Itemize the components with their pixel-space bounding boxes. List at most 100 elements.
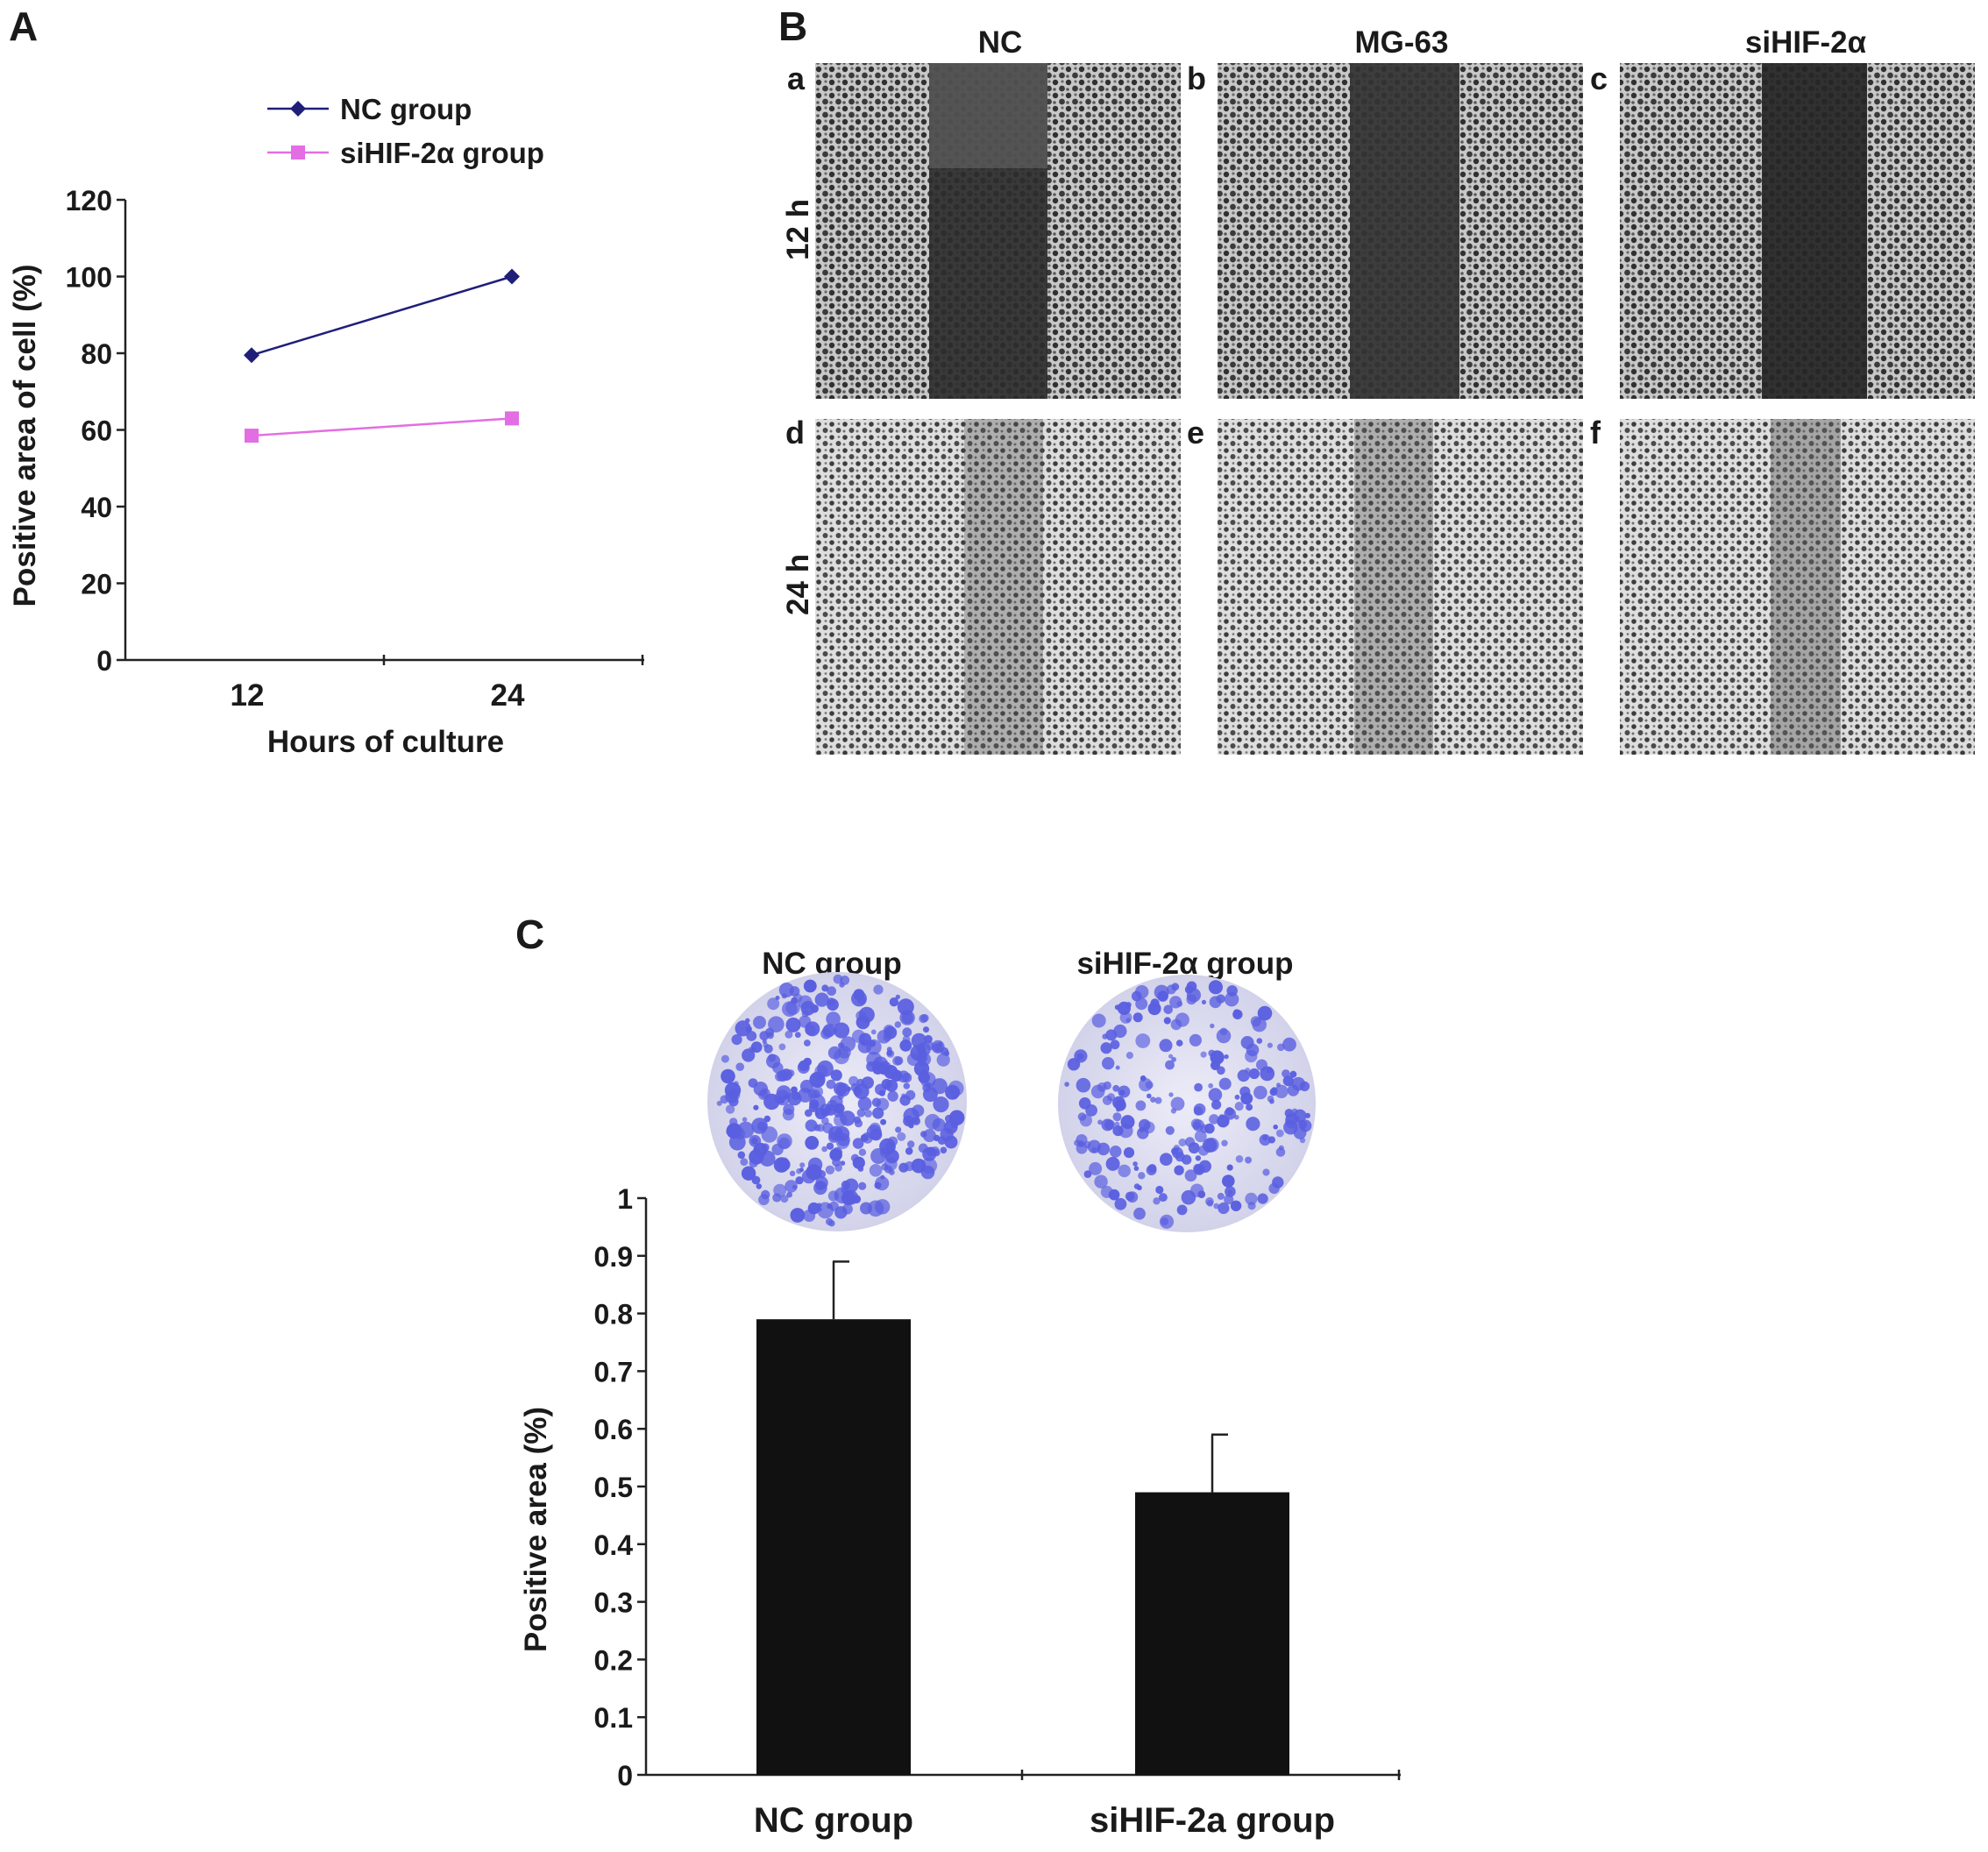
- data-point: [504, 268, 520, 285]
- colony: [881, 1078, 892, 1089]
- colony: [823, 1023, 836, 1037]
- colony: [905, 1118, 912, 1126]
- colony: [877, 1030, 891, 1044]
- colony: [858, 1148, 867, 1156]
- column-label-nc: NC: [978, 25, 1023, 60]
- colony: [1201, 999, 1207, 1004]
- colony: [906, 1053, 920, 1066]
- micrograph-d: [815, 419, 1181, 755]
- colony: [716, 1100, 722, 1106]
- colony: [1274, 1084, 1289, 1099]
- colony: [1200, 1051, 1207, 1058]
- colony: [777, 1137, 791, 1150]
- colony: [1087, 1139, 1102, 1153]
- colony: [1114, 1121, 1120, 1127]
- colony: [875, 1176, 890, 1191]
- colony: [776, 1085, 792, 1100]
- colony: [805, 1136, 820, 1150]
- x-tick-label: 24: [491, 678, 525, 713]
- colony: [767, 997, 780, 1011]
- colony: [753, 1082, 768, 1096]
- colony: [886, 1049, 893, 1056]
- colony: [1197, 1190, 1206, 1198]
- y-tick-label: 0.8: [594, 1299, 633, 1330]
- colony: [1225, 1186, 1236, 1197]
- colony: [1240, 1092, 1253, 1105]
- colony: [933, 1149, 941, 1157]
- colony: [857, 1096, 872, 1111]
- colony: [1112, 1084, 1120, 1092]
- colony: [1234, 1102, 1244, 1111]
- colony: [731, 1034, 742, 1046]
- colony: [880, 1147, 891, 1158]
- colony: [805, 1119, 818, 1132]
- colony: [1184, 985, 1194, 994]
- colony: [1289, 1070, 1297, 1078]
- colony: [1245, 1049, 1258, 1063]
- colony: [1100, 1042, 1112, 1054]
- colony: [1273, 1125, 1278, 1130]
- colony: [1097, 1082, 1107, 1092]
- y-tick-label: 0.2: [594, 1644, 633, 1676]
- colony: [1202, 1138, 1218, 1153]
- colony: [894, 1021, 902, 1028]
- colony: [826, 1011, 841, 1026]
- colony: [1139, 1126, 1145, 1132]
- colony: [907, 1140, 915, 1148]
- colony: [844, 1178, 859, 1193]
- colony: [725, 1104, 735, 1114]
- colony: [945, 1084, 961, 1100]
- colony: [1275, 1129, 1284, 1138]
- colony: [1195, 1155, 1202, 1161]
- series-line-2: [251, 417, 513, 437]
- colony: [750, 1041, 763, 1054]
- colony: [895, 994, 900, 1000]
- colony: [821, 1146, 827, 1153]
- colony: [1163, 1004, 1173, 1015]
- colony: [1158, 1193, 1168, 1203]
- colony: [854, 1119, 863, 1128]
- colony: [1208, 980, 1223, 995]
- colony: [1163, 1017, 1171, 1025]
- colony: [1282, 1075, 1294, 1087]
- colony: [1160, 1153, 1173, 1166]
- colony: [840, 1160, 846, 1166]
- colony: [780, 1195, 789, 1203]
- colony: [813, 1181, 827, 1196]
- colony: [1245, 1156, 1253, 1164]
- colony: [1211, 1061, 1220, 1070]
- colony: [1188, 1142, 1200, 1154]
- colony: [1230, 1200, 1242, 1212]
- colony: [1189, 1033, 1202, 1047]
- colony: [778, 1043, 786, 1051]
- data-point: [244, 347, 259, 364]
- colony: [751, 1137, 758, 1145]
- colony: [852, 1138, 864, 1149]
- colony: [1102, 1057, 1115, 1070]
- colony: [1232, 1009, 1242, 1018]
- y-axis-label: Positive area of cell (%): [8, 265, 42, 607]
- colony: [806, 1164, 822, 1181]
- colony: [772, 1062, 784, 1074]
- colony: [1293, 1109, 1307, 1123]
- colony: [841, 1190, 856, 1206]
- colony: [1256, 1038, 1263, 1044]
- colony: [827, 986, 836, 997]
- micrograph-e: [1218, 419, 1583, 755]
- image-letter-a: a: [787, 60, 806, 96]
- column-label-mg63: MG-63: [1355, 25, 1449, 60]
- colony: [778, 983, 794, 997]
- colony: [1184, 1169, 1197, 1182]
- colony: [1194, 1130, 1207, 1143]
- colony: [880, 1118, 887, 1125]
- colony: [901, 1093, 906, 1098]
- colony: [816, 1124, 825, 1132]
- colony: [785, 1180, 798, 1193]
- colony: [1250, 1016, 1261, 1027]
- y-tick-label: 0.5: [594, 1472, 633, 1503]
- colony: [1155, 1185, 1164, 1195]
- colony: [876, 1097, 890, 1111]
- colony: [1133, 1207, 1146, 1220]
- colony: [915, 1069, 920, 1075]
- legend: NC group siHIF-2α group: [267, 93, 544, 169]
